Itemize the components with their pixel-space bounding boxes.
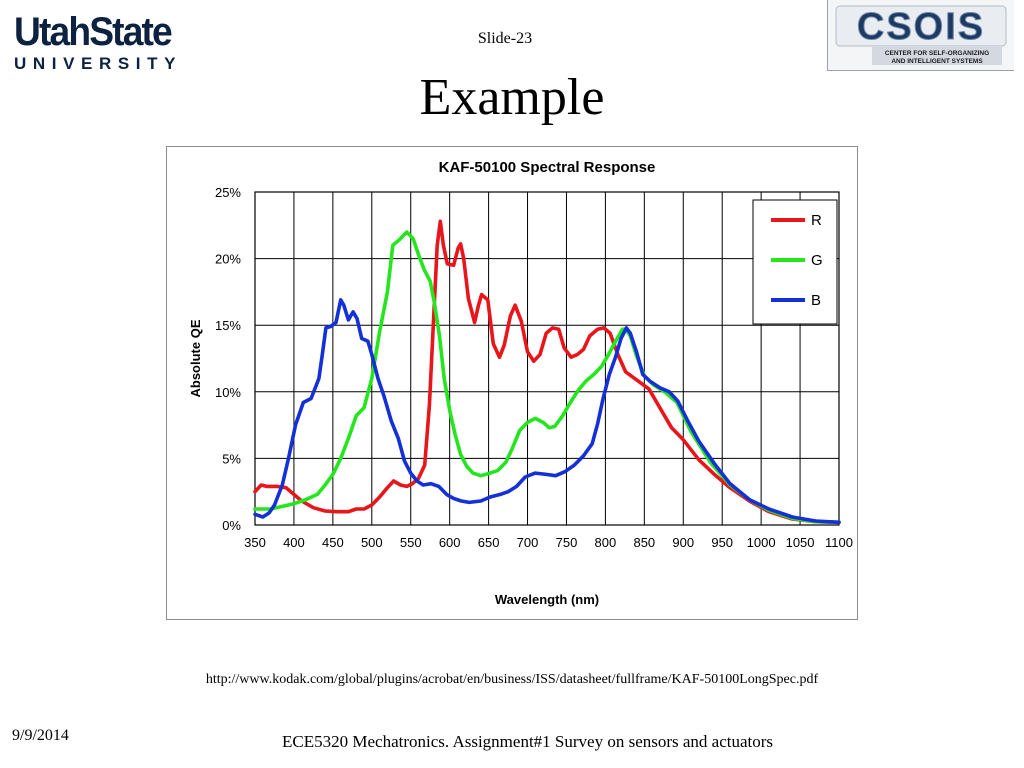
x-tick-label: 400 <box>283 535 305 550</box>
y-tick-label: 0% <box>222 518 241 533</box>
series-line-B <box>253 298 841 525</box>
csois-logo-graphic: CSOIS CENTER FOR SELF-ORGANIZING AND INT… <box>835 5 1007 65</box>
y-tick-labels: 0% 5% 10% 15% 20% 25% <box>215 185 241 533</box>
x-tick-label: 1100 <box>825 535 853 550</box>
x-tick-label: 900 <box>672 535 694 550</box>
chart-svg: 350 400 450 500 550 600 650 700 750 800 850 900 950 1… <box>188 159 853 607</box>
x-tick-label: 550 <box>400 535 422 550</box>
y-tick-label: 25% <box>215 185 241 200</box>
chart-series <box>253 219 841 525</box>
x-tick-label: 450 <box>322 535 344 550</box>
slide-title: Example <box>419 69 605 126</box>
x-tick-label: 700 <box>517 535 539 550</box>
logo-wordmark-bottom: UNIVERSITY <box>14 54 183 73</box>
chart-title: KAF-50100 Spectral Response <box>439 159 656 176</box>
chart-legend: R G B <box>752 199 838 325</box>
series-line-R <box>253 219 841 525</box>
series-line-G <box>253 230 841 525</box>
x-tick-label: 1000 <box>747 535 776 550</box>
logo-wordmark-top: UtahState <box>14 10 173 54</box>
csois-logo-name: CSOIS <box>857 6 985 48</box>
legend-label-R: R <box>811 212 822 229</box>
y-tick-label: 20% <box>215 252 241 267</box>
y-tick-label: 5% <box>222 451 241 466</box>
y-tick-label: 15% <box>215 318 241 333</box>
footer-text: ECE5320 Mechatronics. Assignment#1 Surve… <box>282 732 774 751</box>
legend-label-G: G <box>811 252 823 269</box>
spectral-response-chart: 350 400 450 500 550 600 650 700 750 800 850 900 950 1… <box>166 146 858 620</box>
x-tick-label: 500 <box>361 535 383 550</box>
x-tick-label: 600 <box>439 535 461 550</box>
utah-state-university-logo: UtahState UNIVERSITY <box>14 12 200 74</box>
x-tick-label: 1050 <box>786 535 815 550</box>
plot-area-frame <box>254 191 840 526</box>
slide-number: Slide-23 <box>477 30 533 47</box>
x-tick-label: 350 <box>244 535 266 550</box>
x-tick-label: 800 <box>595 535 617 550</box>
y-tick-label: 10% <box>215 385 241 400</box>
x-axis-label: Wavelength (nm) <box>495 592 599 607</box>
csois-logo: CSOIS CENTER FOR SELF-ORGANIZING AND INT… <box>827 0 1014 71</box>
source-url[interactable]: http://www.kodak.com/global/plugins/acro… <box>205 672 819 687</box>
x-tick-label: 750 <box>556 535 578 550</box>
y-axis-label: Absolute QE <box>188 319 203 397</box>
x-tick-label: 850 <box>633 535 655 550</box>
x-tick-labels: 350 400 450 500 550 600 650 700 750 800 850 900 950 1… <box>244 535 853 550</box>
footer-date: 9/9/2014 <box>12 727 69 744</box>
x-tick-label: 950 <box>711 535 733 550</box>
csois-logo-subtitle-2: AND INTELLIGENT SYSTEMS <box>891 58 983 65</box>
legend-label-B: B <box>811 292 821 309</box>
csois-logo-plate <box>835 5 1007 47</box>
csois-logo-subtitle-1: CENTER FOR SELF-ORGANIZING <box>885 50 989 57</box>
x-tick-label: 650 <box>478 535 500 550</box>
csois-logo-subtitle-bg <box>872 47 1002 65</box>
